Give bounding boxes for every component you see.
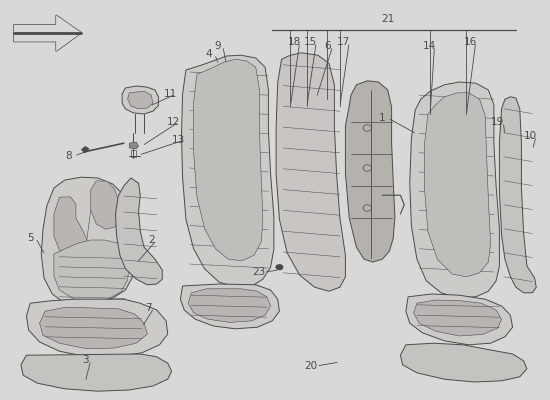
Text: 17: 17 — [337, 37, 350, 47]
Polygon shape — [180, 284, 279, 329]
Polygon shape — [116, 178, 162, 285]
Polygon shape — [40, 307, 147, 349]
Text: 5: 5 — [27, 233, 34, 243]
Polygon shape — [499, 97, 536, 293]
Text: 23: 23 — [252, 267, 265, 277]
Text: 20: 20 — [304, 361, 317, 371]
Polygon shape — [14, 15, 81, 51]
Polygon shape — [91, 181, 120, 229]
Text: 7: 7 — [145, 303, 152, 313]
Polygon shape — [276, 53, 345, 291]
Polygon shape — [54, 240, 129, 302]
Polygon shape — [128, 91, 153, 109]
Text: 13: 13 — [172, 135, 185, 145]
Polygon shape — [414, 300, 502, 336]
Polygon shape — [122, 86, 158, 114]
Text: 4: 4 — [206, 49, 212, 59]
Polygon shape — [410, 82, 499, 298]
Polygon shape — [406, 294, 513, 345]
Polygon shape — [41, 177, 136, 305]
Polygon shape — [182, 55, 274, 287]
Polygon shape — [425, 93, 491, 277]
Polygon shape — [188, 289, 271, 322]
Text: 18: 18 — [288, 37, 301, 47]
Polygon shape — [400, 343, 527, 382]
Polygon shape — [26, 299, 168, 357]
Polygon shape — [345, 81, 395, 262]
Text: 2: 2 — [148, 235, 155, 245]
Text: 19: 19 — [491, 117, 504, 127]
Text: 11: 11 — [164, 89, 177, 99]
Text: 3: 3 — [82, 355, 89, 365]
Text: 9: 9 — [214, 41, 221, 51]
Polygon shape — [21, 354, 172, 391]
Text: 6: 6 — [324, 41, 331, 51]
Text: 21: 21 — [381, 14, 394, 24]
Polygon shape — [129, 142, 139, 149]
Text: 15: 15 — [304, 37, 317, 47]
Text: 16: 16 — [464, 37, 477, 47]
Text: 8: 8 — [65, 151, 72, 161]
Text: 14: 14 — [422, 41, 436, 51]
Polygon shape — [54, 197, 87, 255]
Text: 1: 1 — [379, 113, 386, 123]
Text: 12: 12 — [167, 117, 180, 127]
Polygon shape — [194, 59, 263, 261]
Text: 10: 10 — [524, 131, 537, 141]
Circle shape — [276, 265, 283, 270]
Polygon shape — [81, 146, 89, 153]
